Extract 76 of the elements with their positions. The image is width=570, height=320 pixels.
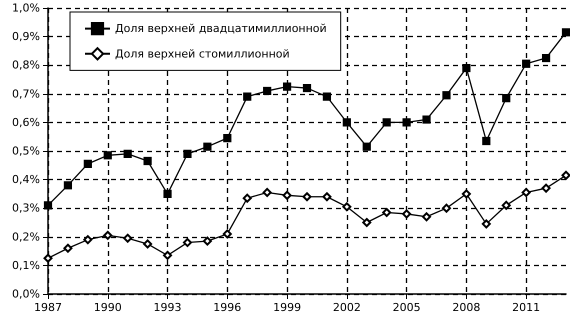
y-tick-label: 0,4% — [12, 173, 40, 186]
point — [282, 190, 292, 200]
point — [422, 212, 432, 222]
point — [462, 64, 470, 72]
x-tick-label: 1999 — [273, 301, 302, 314]
point — [382, 208, 392, 217]
x-tick-label: 2008 — [452, 301, 480, 314]
point — [124, 150, 132, 158]
point — [182, 238, 192, 248]
point — [83, 235, 92, 244]
point — [342, 202, 352, 212]
legend-label: Доля верхней двадцатимиллионной — [115, 22, 327, 36]
point — [502, 200, 511, 210]
point — [402, 118, 411, 126]
point — [542, 184, 551, 193]
x-tick-label: 1990 — [94, 301, 122, 314]
legend-label: Доля верхней стомиллионной — [115, 47, 290, 60]
x-tick-label: 2002 — [332, 301, 361, 314]
point — [302, 192, 312, 202]
point — [123, 234, 132, 243]
point — [144, 156, 152, 166]
point — [203, 142, 212, 151]
point — [402, 209, 412, 218]
point — [163, 190, 172, 198]
point — [442, 204, 451, 213]
point — [482, 219, 491, 228]
y-tick-label: 1,0% — [12, 2, 40, 14]
y-tick-label: 0,1% — [12, 258, 40, 272]
point — [44, 254, 52, 263]
point — [542, 54, 550, 62]
point — [562, 28, 570, 36]
y-tick-label: 0,3% — [12, 202, 40, 215]
point — [282, 82, 292, 91]
y-tick-label: 0,8% — [12, 58, 40, 72]
point — [422, 115, 431, 124]
point — [322, 192, 332, 202]
point — [342, 118, 351, 126]
point — [382, 118, 391, 126]
point — [104, 151, 112, 160]
y-tick-label: 0,7% — [12, 87, 40, 100]
point — [103, 230, 112, 240]
point — [143, 239, 152, 248]
point — [202, 236, 212, 246]
point — [262, 188, 272, 197]
point — [63, 244, 72, 253]
point — [163, 250, 172, 260]
point — [502, 94, 510, 102]
point — [183, 150, 192, 158]
point — [222, 229, 232, 238]
point — [322, 92, 332, 101]
x-tick-label: 1993 — [154, 301, 182, 314]
point — [442, 91, 451, 100]
y-tick-label: 0,2% — [12, 230, 40, 244]
y-tick-label: 0,0% — [12, 288, 40, 300]
y-tick-label: 0,5% — [12, 144, 40, 158]
point — [223, 134, 232, 142]
x-tick-label: 2005 — [392, 301, 421, 314]
point — [44, 201, 52, 210]
point — [84, 160, 92, 168]
point — [462, 189, 471, 198]
point — [302, 84, 312, 92]
point — [242, 194, 252, 203]
x-tick-label: 1987 — [34, 301, 62, 314]
point — [482, 136, 490, 146]
point — [362, 218, 372, 227]
point — [243, 92, 252, 101]
y-tick-label: 0,6% — [12, 116, 40, 129]
point — [522, 188, 531, 197]
point — [263, 86, 272, 96]
y-tick-label: 0,9% — [12, 30, 40, 44]
x-tick-label: 2011 — [512, 301, 540, 314]
point — [362, 142, 371, 151]
x-tick-label: 1996 — [213, 301, 242, 314]
point — [64, 181, 72, 190]
point — [522, 60, 530, 68]
point — [562, 170, 570, 180]
